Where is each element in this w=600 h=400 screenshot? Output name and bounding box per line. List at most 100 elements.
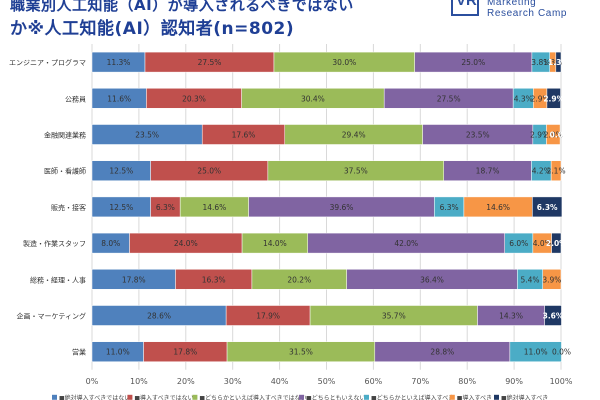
bar-data-label: 37.5% [344,167,368,176]
legend-entry: ■どちらともいえない [306,394,366,400]
bar-segment [532,196,563,218]
x-tick-label: 10% [130,377,148,386]
bar-data-label: 1.3% [548,58,569,67]
stacked-bar-chart: 0% 10% 20% 30% 40% 50% 60% 70% 80% 90% 100% エンジニア・プ… [9,44,573,400]
bar-data-label: 11.6% [107,94,131,103]
bar-data-label: 31.5% [289,348,313,357]
legend-entry: ■絶対導入すべき [501,394,548,400]
bar-data-label: 4.0% [533,239,552,248]
bar-data-label: 35.7% [382,312,406,321]
bar-data-label: 27.5% [437,94,461,103]
bar-data-label: 3.9% [542,275,561,284]
bar-data-label: 30.0% [332,58,356,67]
legend-swatch [494,394,499,400]
x-tick-label: 60% [365,377,383,386]
bar-data-label: 2.1% [547,167,566,176]
y-category-label: 総務・経理・人事 [30,275,86,284]
y-category-label: 販売・接客 [51,203,86,212]
bar-data-label: 14.0% [263,239,287,248]
bar-data-label: 2.9% [530,131,549,140]
x-tick-label: 0% [86,377,99,386]
x-tick-label: 70% [411,377,429,386]
bar-data-label: 8.0% [101,239,120,248]
bar-data-label: 2.9% [544,131,563,140]
legend-swatch [127,394,133,400]
bar-data-label: 39.6% [330,203,354,212]
bar-data-label: 11.0% [524,348,548,357]
bar-data-label: 16.3% [202,275,226,284]
y-category-label: 製造・作業スタッフ [23,239,86,248]
bar-data-label: 0.0% [552,348,571,357]
legend-entry: ■どちらかといえば導入すべき [371,394,454,400]
legend-swatch [299,394,304,400]
bar-segment [551,232,562,254]
bar-data-label: 36.4% [420,275,444,284]
bar-data-label: 25.0% [461,58,485,67]
legend-swatch [364,394,369,400]
bar-data-label: 6.3% [440,203,459,212]
bar-data-label: 17.8% [173,348,197,357]
bar-segment [544,305,562,326]
bar-segment [555,51,562,73]
bar-data-label: 2.9% [531,94,550,103]
bar-data-label: 28.6% [147,312,171,321]
x-tick-label: 30% [224,377,242,386]
legend-swatch [52,394,57,400]
bar-data-label: 12.5% [109,203,133,212]
bar-data-label: 6.0% [509,239,528,248]
bar-data-label: 28.8% [430,348,454,357]
bar-data-label: 42.0% [394,239,418,248]
bar-data-label: 3.6% [543,312,564,321]
bar-data-label: 6.3% [537,203,558,212]
brand-logo-letters: VR [456,0,477,9]
bar-data-label: 23.5% [135,131,159,140]
bar-data-label: 0.0% [550,131,571,140]
bar-data-label: 14.3% [499,312,523,321]
bar-data-label: 14.6% [486,203,510,212]
chart-header: 職業別人工知能（AI）が導入されるべきではない か※人工知能(AI）認知者(n=… [0,0,600,44]
x-tick-label: 20% [177,377,195,386]
brand-logo-mark: VR [451,0,479,16]
x-tick-label: 90% [505,377,523,386]
x-tick-label: 100% [550,377,573,386]
bar-data-label: 30.4% [301,94,325,103]
brand-logo-line2: Research Camp [487,8,568,19]
bar-data-label: 20.2% [287,275,311,284]
bar-data-label: 17.6% [232,131,256,140]
y-category-label: 企画・マーケティング [17,312,86,321]
bar-segment [542,269,562,290]
legend-swatch [192,394,198,400]
bar-data-label: 14.6% [202,203,226,212]
bar-data-label: 12.5% [109,167,133,176]
bar-segment [546,124,561,145]
bar-data-label: 6.3% [156,203,175,212]
bar-data-label: 11.3% [107,58,131,67]
y-category-label: エンジニア・プログラマ [9,58,86,67]
legend-entry: ■絶対導入すべきではない [59,394,130,400]
bar-data-label: 4.3% [514,94,533,103]
x-tick-label: 40% [271,377,289,386]
bar-data-label: 23.5% [466,131,490,140]
legend-entry: ■導入すべき [457,394,492,400]
bar-data-label: 29.4% [342,131,366,140]
x-tick-label: 80% [458,377,476,386]
chart-title-line1: 職業別人工知能（AI）が導入されるべきではない [10,0,354,14]
bar-segment [509,341,562,362]
brand-logo-line1: Marketing [487,0,537,8]
bar-data-label: 25.0% [197,167,221,176]
legend-swatch [449,394,455,400]
bar-data-label: 24.0% [174,239,198,248]
x-tick-label: 50% [318,377,336,386]
bar-data-label: 17.9% [256,312,280,321]
y-category-label: 医師・看護師 [44,167,86,176]
bar-data-label: 20.3% [182,94,206,103]
bar-data-label: 2.0% [546,239,567,248]
bar-segment [550,160,562,181]
legend-entry: ■どちらかといえば導入すべきではない [199,394,306,400]
bar-data-label: 17.8% [122,275,146,284]
bar-data-label: 1.3% [543,58,562,67]
bar-data-label: 11.0% [106,348,130,357]
y-category-label: 金融関連業務 [44,131,86,140]
bar-segment [546,88,561,109]
bar-data-label: 5.4% [521,275,540,284]
